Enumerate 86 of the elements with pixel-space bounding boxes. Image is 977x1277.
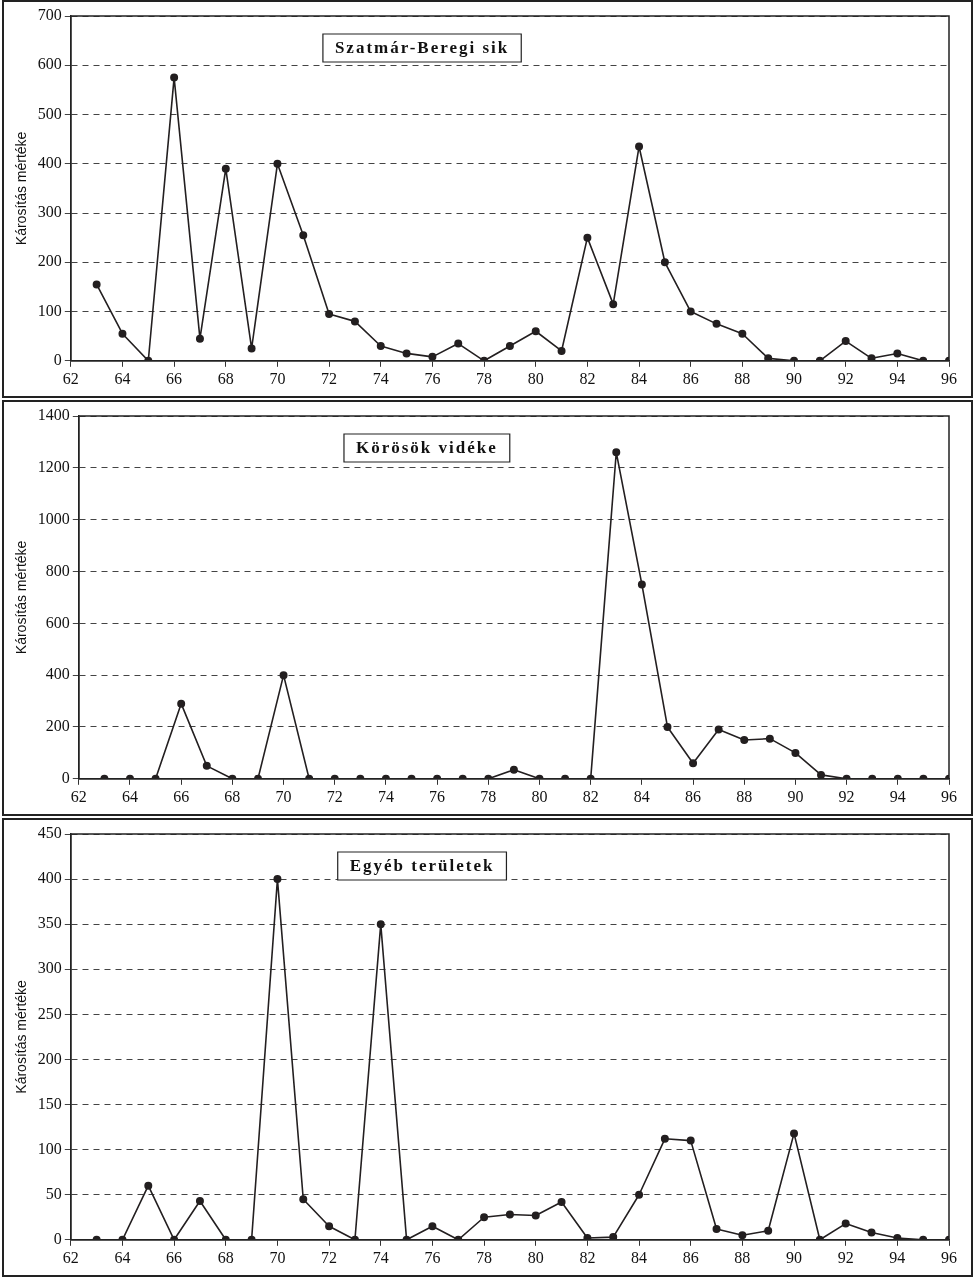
x-tick-label: 68 bbox=[217, 369, 234, 387]
y-tick-label: 50 bbox=[45, 1184, 62, 1202]
y-tick-label: 100 bbox=[37, 301, 62, 319]
y-tick-label: 400 bbox=[37, 153, 62, 171]
y-tick-label: 0 bbox=[53, 1230, 62, 1247]
y-axis-title: Károsítás mértéke bbox=[13, 540, 30, 655]
y-tick-label: 100 bbox=[37, 1139, 62, 1157]
x-tick-label: 74 bbox=[377, 787, 394, 805]
x-tick-label: 74 bbox=[372, 369, 389, 387]
y-tick-label: 1400 bbox=[37, 406, 70, 424]
x-tick-label: 68 bbox=[217, 1248, 234, 1266]
x-tick-label: 88 bbox=[734, 1248, 751, 1266]
x-tick-label: 72 bbox=[326, 787, 343, 805]
y-tick-label: 300 bbox=[37, 959, 62, 977]
x-tick-label: 84 bbox=[631, 1248, 648, 1266]
x-tick-label: 64 bbox=[114, 369, 131, 387]
x-tick-label: 94 bbox=[889, 787, 906, 805]
x-tick-label: 94 bbox=[889, 1248, 906, 1266]
x-tick-label: 68 bbox=[224, 787, 241, 805]
x-tick-label: 82 bbox=[579, 1248, 596, 1266]
y-tick-label: 200 bbox=[37, 252, 62, 270]
y-tick-label: 200 bbox=[37, 1049, 62, 1067]
x-tick-label: 62 bbox=[62, 369, 79, 387]
x-tick-label: 70 bbox=[275, 787, 292, 805]
x-tick-label: 80 bbox=[527, 1248, 544, 1266]
x-tick-label: 92 bbox=[837, 1248, 854, 1266]
x-tick-label: 62 bbox=[62, 1248, 79, 1266]
x-tick-label: 86 bbox=[682, 369, 699, 387]
x-tick-label: 84 bbox=[633, 787, 650, 805]
x-tick-label: 66 bbox=[173, 787, 190, 805]
x-tick-label: 90 bbox=[787, 787, 804, 805]
x-tick-label: 96 bbox=[941, 1248, 957, 1266]
y-tick-label: 600 bbox=[45, 613, 70, 631]
x-tick-label: 90 bbox=[786, 369, 803, 387]
x-tick-label: 70 bbox=[269, 369, 286, 387]
y-tick-label: 800 bbox=[45, 561, 70, 579]
y-tick-label: 400 bbox=[45, 665, 70, 683]
y-axis-title: Károsítás mértéke bbox=[13, 131, 30, 246]
y-tick-label: 250 bbox=[37, 1004, 62, 1022]
y-tick-label: 150 bbox=[37, 1094, 62, 1112]
x-tick-label: 76 bbox=[429, 787, 446, 805]
y-tick-label: 350 bbox=[37, 914, 62, 932]
y-tick-label: 1000 bbox=[37, 509, 70, 527]
y-tick-label: 300 bbox=[37, 203, 62, 221]
text: Egyéb területek bbox=[349, 856, 495, 876]
x-tick-label: 70 bbox=[269, 1248, 286, 1266]
y-tick-label: 700 bbox=[37, 6, 62, 24]
x-tick-label: 78 bbox=[476, 369, 493, 387]
y-tick-label: 450 bbox=[37, 824, 62, 842]
y-tick-label: 0 bbox=[61, 769, 70, 786]
y-tick-label: 200 bbox=[45, 717, 70, 735]
x-tick-label: 66 bbox=[166, 369, 183, 387]
x-tick-label: 64 bbox=[114, 1248, 131, 1266]
y-tick-label: 0 bbox=[53, 351, 62, 368]
x-tick-label: 62 bbox=[70, 787, 87, 805]
y-tick-label: 1200 bbox=[37, 458, 70, 476]
x-tick-label: 90 bbox=[786, 1248, 803, 1266]
y-tick-label: 500 bbox=[37, 104, 62, 122]
x-tick-label: 80 bbox=[527, 369, 544, 387]
x-tick-label: 76 bbox=[424, 1248, 441, 1266]
x-tick-label: 86 bbox=[685, 787, 702, 805]
x-tick-label: 78 bbox=[480, 787, 497, 805]
y-tick-label: 600 bbox=[37, 55, 62, 73]
x-tick-label: 96 bbox=[941, 787, 957, 805]
x-tick-label: 82 bbox=[579, 369, 596, 387]
x-tick-label: 92 bbox=[837, 369, 854, 387]
x-tick-label: 88 bbox=[736, 787, 753, 805]
x-tick-label: 72 bbox=[321, 369, 338, 387]
x-tick-label: 84 bbox=[631, 369, 648, 387]
x-tick-label: 66 bbox=[166, 1248, 183, 1266]
x-tick-label: 74 bbox=[372, 1248, 389, 1266]
y-axis-title: Károsítás mértéke bbox=[13, 979, 30, 1094]
x-tick-label: 80 bbox=[531, 787, 548, 805]
x-tick-label: 64 bbox=[121, 787, 138, 805]
x-tick-label: 92 bbox=[838, 787, 855, 805]
x-tick-label: 76 bbox=[424, 369, 441, 387]
y-tick-label: 400 bbox=[37, 869, 62, 887]
x-tick-label: 72 bbox=[321, 1248, 338, 1266]
x-tick-label: 86 bbox=[682, 1248, 699, 1266]
x-tick-label: 88 bbox=[734, 369, 751, 387]
x-tick-label: 78 bbox=[476, 1248, 493, 1266]
text: Szatmár-Beregi sik bbox=[334, 38, 510, 58]
x-tick-label: 82 bbox=[582, 787, 599, 805]
x-tick-label: 96 bbox=[941, 369, 957, 387]
x-tick-label: 94 bbox=[889, 369, 906, 387]
text: Körösök vidéke bbox=[355, 438, 498, 458]
